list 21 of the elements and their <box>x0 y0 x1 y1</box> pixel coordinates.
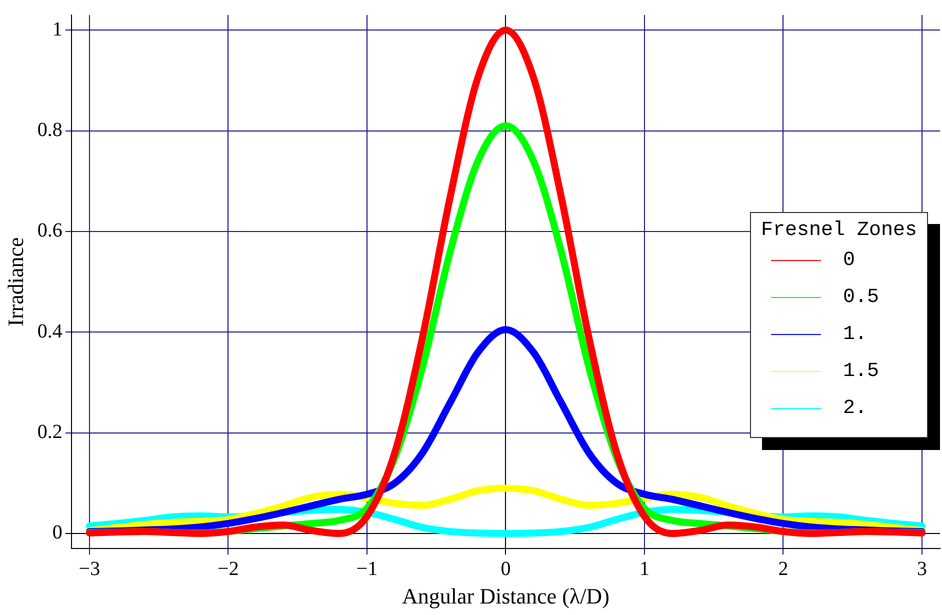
x-tick-label: −3 <box>78 558 100 580</box>
y-tick-label: 0.8 <box>37 119 62 142</box>
y-tick-label: 0.6 <box>37 220 62 242</box>
legend-label: 2. <box>842 397 867 420</box>
y-tick-label: 0.2 <box>37 421 62 444</box>
y-tick-label: 1 <box>52 18 62 40</box>
x-tick-label: −1 <box>356 558 378 580</box>
y-tick-label: 0.4 <box>37 320 62 342</box>
x-axis-title: Angular Distance (λ/D) <box>402 584 610 609</box>
legend-label: 1. <box>842 323 867 346</box>
legend-title: Fresnel Zones <box>760 219 917 242</box>
y-axis-title: Irradiance <box>2 237 28 326</box>
y-tick-label: 0 <box>52 522 62 544</box>
x-tick-label: 2 <box>778 558 788 580</box>
x-tick-label: 1 <box>639 558 650 580</box>
x-tick-label: 0 <box>500 558 511 580</box>
legend-label: 0.5 <box>842 286 879 309</box>
legend-label: 1.5 <box>842 360 879 383</box>
x-tick-label: 3 <box>916 558 927 580</box>
x-tick-label: −2 <box>218 558 239 580</box>
legend-label: 0 <box>842 249 855 272</box>
